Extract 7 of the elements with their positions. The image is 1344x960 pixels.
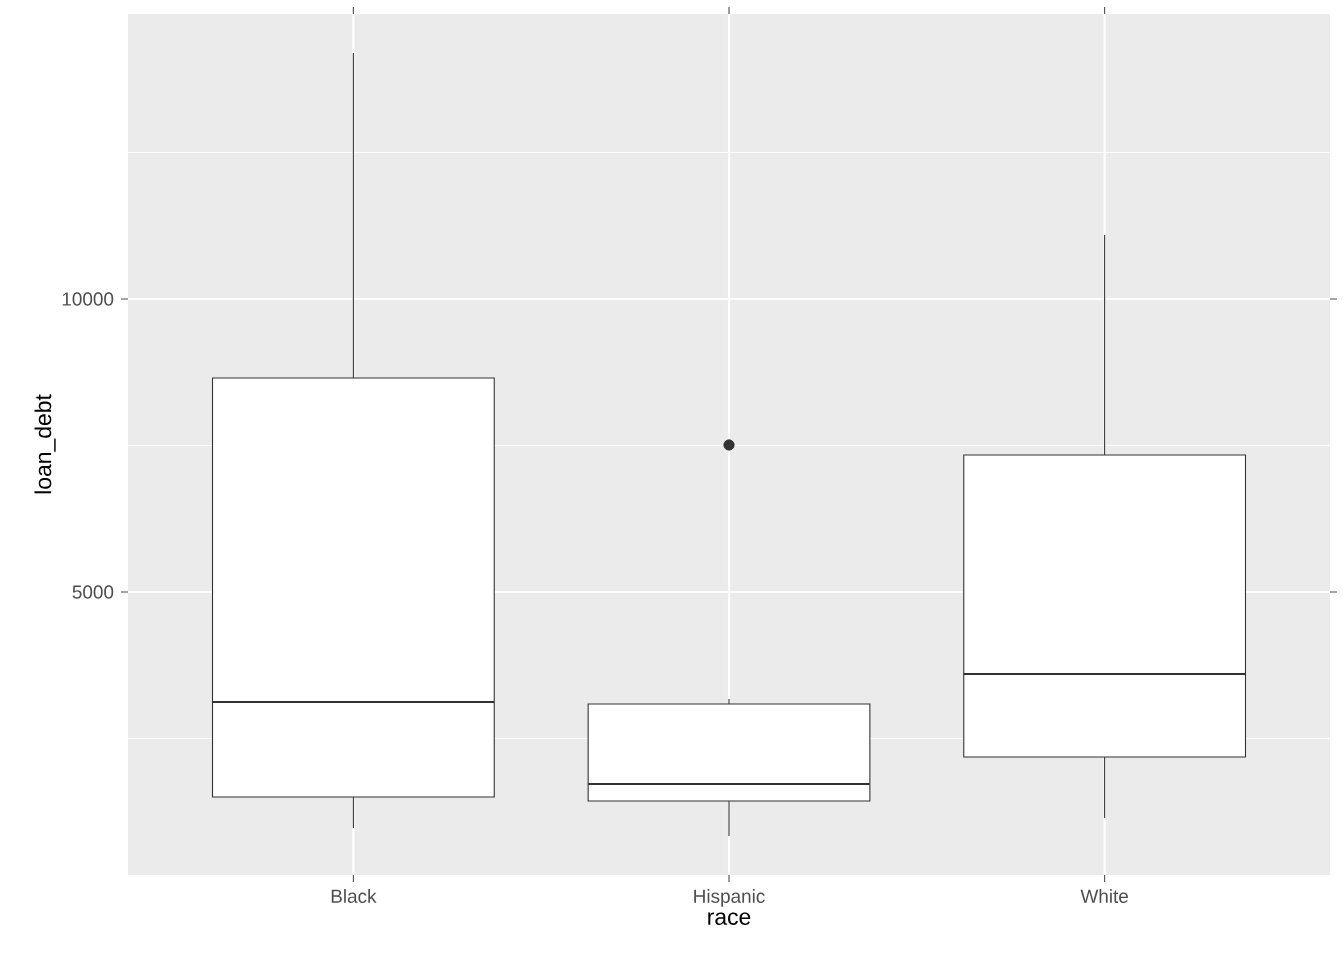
- x-tick-label: White: [1080, 889, 1128, 903]
- y-axis-title: loan_debt: [34, 394, 56, 494]
- x-axis-title: race: [708, 912, 751, 925]
- x-tick-label: Hispanic: [694, 889, 765, 907]
- y-tick-label: 5000: [72, 585, 114, 599]
- x-tick-label: Black: [331, 889, 377, 903]
- y-tick-label: 10000: [62, 292, 114, 306]
